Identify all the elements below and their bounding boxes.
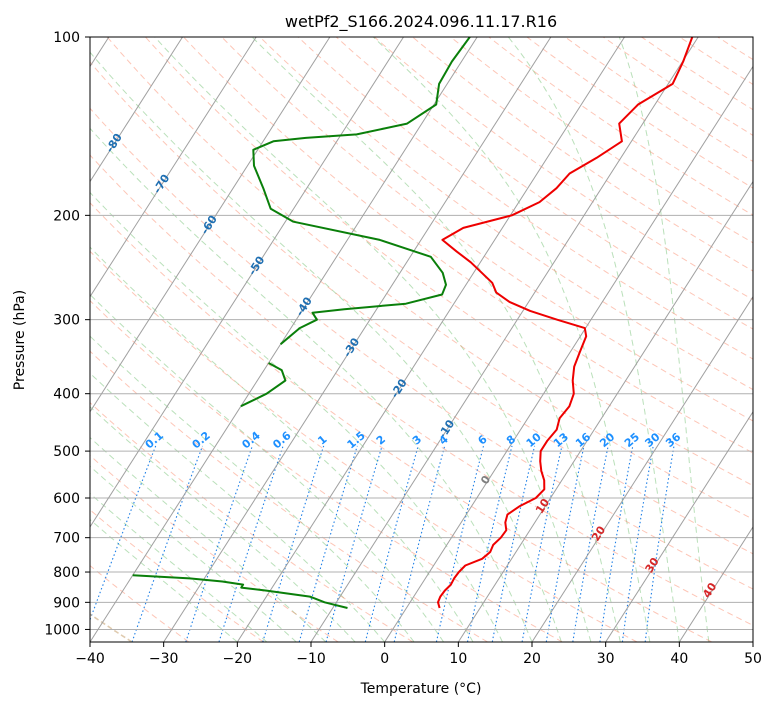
dry-adiabats [90, 37, 753, 642]
isotherm-line [236, 37, 625, 642]
dry-adiabat [373, 37, 753, 301]
mixing-ratio-line [90, 445, 157, 622]
isotherm-line [90, 37, 183, 183]
moist-adiabat [618, 37, 710, 642]
isotherms [90, 37, 753, 642]
y-tick-label: 200 [53, 208, 80, 224]
y-tick-label: 300 [53, 313, 80, 329]
y-tick-label: 900 [53, 595, 80, 611]
mixing-ratio-line [218, 445, 284, 642]
dry-adiabat [90, 202, 712, 642]
dry-adiabat [144, 37, 753, 487]
dry-adiabat [90, 299, 563, 642]
isotherm-line [605, 410, 753, 642]
moist-adiabat [90, 406, 356, 642]
mixing-ratio-line [298, 445, 358, 642]
mixing-ratio-line [131, 445, 204, 642]
moist-adiabat [90, 127, 533, 642]
mixing-ratio-line [545, 445, 585, 642]
moist-adiabat [507, 37, 680, 642]
temperature-line [437, 37, 694, 609]
moist-adiabat [251, 37, 621, 642]
mixing-ratio-line [262, 445, 325, 642]
y-tick-label: 100 [53, 30, 80, 46]
x-tick-label: −40 [75, 651, 105, 667]
dry-adiabat [90, 250, 638, 642]
isotherm-line [90, 37, 404, 528]
dry-adiabat [90, 154, 753, 626]
dewpoint-line [132, 574, 348, 609]
mixing-ratio-line [325, 445, 383, 642]
dry-adiabat [90, 564, 190, 642]
x-tick-label: −10 [296, 651, 326, 667]
dewpoint-line [240, 362, 287, 408]
mixing-ratio-line [185, 445, 253, 642]
chart-title: wetPf2_S166.2024.096.11.17.R16 [285, 12, 557, 32]
x-axis-label: Temperature (°C) [360, 681, 482, 697]
y-axis-ticks: 100 200 300 400 500 600 700 800 900 1000 [44, 30, 90, 638]
moist-adiabat [90, 436, 327, 642]
isotherm-line [90, 37, 257, 298]
y-tick-label: 600 [53, 491, 80, 507]
dry-adiabat [90, 107, 753, 590]
moist-adiabat [90, 191, 503, 642]
x-tick-label: 40 [670, 651, 688, 667]
moist-adiabat [372, 37, 651, 642]
x-tick-label: 0 [380, 651, 389, 667]
dry-adiabat [106, 37, 753, 520]
y-axis-label: Pressure (hPa) [12, 290, 28, 390]
moist-adiabat [154, 37, 592, 642]
mixing-ratio-line [466, 445, 513, 642]
dry-adiabat [90, 350, 488, 642]
mixing-ratio-line [599, 445, 634, 642]
moist-adiabat [90, 51, 562, 642]
isotherm-line [384, 65, 753, 642]
dry-adiabat [90, 509, 264, 642]
y-tick-label: 400 [53, 387, 80, 403]
isotherm-line [678, 525, 753, 642]
isotherm-line [163, 37, 552, 642]
mixing-ratio-line [644, 445, 675, 642]
dry-adiabat [90, 61, 753, 555]
mixing-ratio-line [491, 445, 536, 642]
dry-adiabat [182, 37, 753, 454]
pressure-grid [90, 37, 753, 630]
mixing-ratio-line [521, 445, 563, 642]
isotherm-line [90, 37, 478, 642]
x-tick-label: −30 [149, 651, 179, 667]
plot-frame [89, 36, 754, 643]
x-tick-label: 50 [744, 651, 762, 667]
x-tick-label: 20 [523, 651, 541, 667]
mixing-ratio-lines [90, 445, 675, 642]
dewpoint-line [252, 37, 471, 345]
moist-adiabat [90, 492, 268, 642]
x-tick-label: −20 [223, 651, 253, 667]
mixing-ratio-line [572, 445, 609, 642]
moist-adiabats [90, 37, 710, 642]
mixing-ratio-line [364, 445, 419, 642]
mixing-ratio-line [621, 445, 654, 642]
mixing-ratio-line [435, 445, 485, 642]
x-axis-ticks: −40 −30 −20 −10 0 10 20 30 40 50 [75, 642, 762, 667]
y-tick-label: 700 [53, 531, 80, 547]
x-tick-label: 30 [597, 651, 615, 667]
isotherm-line [90, 37, 331, 413]
dry-adiabat [90, 454, 339, 642]
dewpoint-profile [132, 37, 471, 609]
temperature-profile [437, 37, 694, 609]
y-tick-label: 1000 [44, 622, 80, 638]
moist-adiabat [90, 335, 415, 642]
y-tick-label: 500 [53, 444, 80, 460]
moist-adiabat [90, 293, 445, 642]
isotherm-line [457, 180, 753, 642]
moist-adiabat [90, 465, 297, 642]
dry-adiabat [220, 37, 753, 422]
y-tick-label: 800 [53, 565, 80, 581]
dry-adiabat [335, 37, 753, 330]
isotherm-line [310, 37, 699, 642]
isotherm-line [531, 295, 753, 642]
moist-adiabat [90, 246, 474, 642]
x-tick-label: 10 [449, 651, 467, 667]
